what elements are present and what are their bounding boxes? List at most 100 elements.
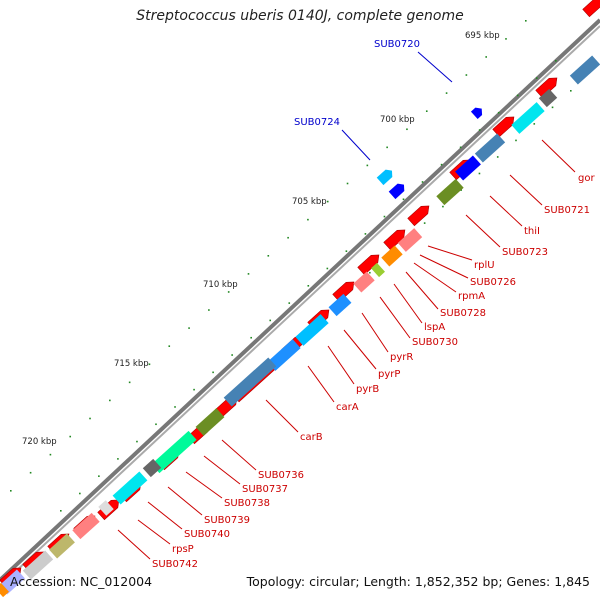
scale-dot: [288, 302, 291, 304]
red-leader-line: [405, 271, 439, 310]
scale-dot: [478, 172, 481, 175]
scale-dot: [525, 20, 527, 22]
scale-dot: [269, 319, 272, 322]
scale-dot: [440, 163, 443, 166]
accession-label: Accession: NC_012004: [10, 574, 153, 589]
gene-label: carB: [300, 432, 323, 443]
gene-label: rpsP: [172, 544, 194, 555]
red-leader-line: [185, 471, 223, 499]
gene-label: lspA: [424, 322, 445, 333]
scale-dot: [505, 38, 507, 40]
gene-block: [72, 512, 100, 540]
scale-dot: [307, 285, 310, 287]
gene-block: [511, 102, 545, 134]
scale-dot: [193, 388, 195, 391]
scale-tick-label: 705 kbp: [292, 197, 327, 207]
scale-dot: [555, 60, 557, 62]
scale-dot: [535, 77, 538, 79]
scale-dot: [212, 371, 214, 374]
gene-label: carA: [336, 402, 359, 413]
red-leader-line: [361, 312, 389, 353]
red-leader-line: [147, 501, 183, 530]
scale-dot: [250, 336, 252, 339]
scale-dot: [364, 233, 367, 235]
scale-dot: [10, 490, 12, 492]
gene-arrow: [357, 254, 380, 276]
topology-label: Topology: circular; Length: 1,852,352 bp…: [246, 574, 590, 589]
scale-dot: [89, 417, 91, 420]
scale-tick-label: 700 kbp: [380, 115, 415, 125]
scale-dot: [459, 146, 462, 149]
scale-dot: [425, 110, 428, 112]
scale-dot: [402, 198, 405, 201]
scale-dot: [79, 492, 81, 495]
scale-dot: [533, 123, 536, 125]
red-leader-line: [413, 262, 457, 293]
scale-dot: [478, 129, 481, 131]
scale-tick-label: 720 kbp: [22, 437, 57, 447]
gene-block: [295, 314, 329, 346]
gene-label: SUB0723: [502, 247, 548, 258]
genes-reverse-strand: [0, 55, 600, 598]
gene-block: [569, 55, 600, 85]
gene-block: [328, 293, 352, 317]
gene-label: gor: [578, 173, 595, 184]
scale-dot: [168, 345, 171, 347]
scale-tick-label: 710 kbp: [203, 280, 238, 290]
gene-block: [112, 471, 148, 505]
blue-leader-lines: SUB0720 SUB0724: [294, 39, 453, 161]
gene-label: SUB0740: [184, 529, 230, 540]
scale-dot: [117, 458, 119, 460]
scale-dot: [307, 218, 309, 221]
gene-block: [397, 228, 423, 252]
scale-dot: [188, 327, 190, 329]
scale-dot: [460, 189, 462, 191]
gene-arrow: [407, 205, 430, 227]
red-leader-line: [509, 174, 543, 206]
scale-dot: [383, 215, 386, 218]
gene-block: [151, 430, 197, 474]
red-leader-line: [393, 283, 423, 324]
gene-label-blue: SUB0720: [374, 39, 420, 50]
gene-block: [538, 88, 558, 108]
scale-dot: [231, 354, 233, 356]
gene-block: [436, 178, 464, 206]
red-leader-line: [343, 329, 377, 370]
scale-dot: [497, 111, 500, 114]
red-leader-line: [265, 399, 299, 433]
gene-label: SUB0730: [412, 337, 458, 348]
scale-dot: [346, 182, 349, 185]
red-leader-line: [203, 455, 241, 485]
gene-label: SUB0737: [242, 484, 288, 495]
scale-dot: [551, 106, 554, 109]
blue-leader-line: [341, 129, 371, 161]
red-leader-line: [427, 245, 473, 261]
scale-dot: [287, 236, 289, 239]
scale-dot: [386, 146, 388, 149]
gene-label: SUB0736: [258, 470, 304, 481]
gene-block: [371, 262, 385, 278]
scale-dot: [136, 440, 138, 443]
scale-dot: [326, 200, 329, 203]
blue-genes: [376, 107, 483, 200]
gene-label: rplU: [474, 260, 495, 271]
gene-label: SUB0728: [440, 308, 486, 319]
scale-dot: [174, 406, 176, 408]
scale-dot: [69, 435, 72, 438]
red-leader-line: [307, 365, 335, 403]
scale-dot: [247, 273, 250, 275]
gene-arrow: [582, 0, 600, 18]
scale-ticks: 695 kbp 700 kbp 705 kbp 710 kbp 715 kbp 720 k…: [22, 31, 500, 447]
scale-tick-label: 695 kbp: [465, 31, 500, 41]
genome-backbone-outer: [0, 18, 600, 582]
scale-dot: [208, 309, 210, 311]
red-leader-line: [221, 439, 257, 471]
scale-dot: [49, 453, 52, 456]
gene-block: [0, 582, 9, 598]
gene-block: [353, 271, 375, 293]
red-leader-line: [117, 529, 151, 560]
scale-dot: [60, 510, 62, 512]
scale-dot: [369, 271, 371, 274]
